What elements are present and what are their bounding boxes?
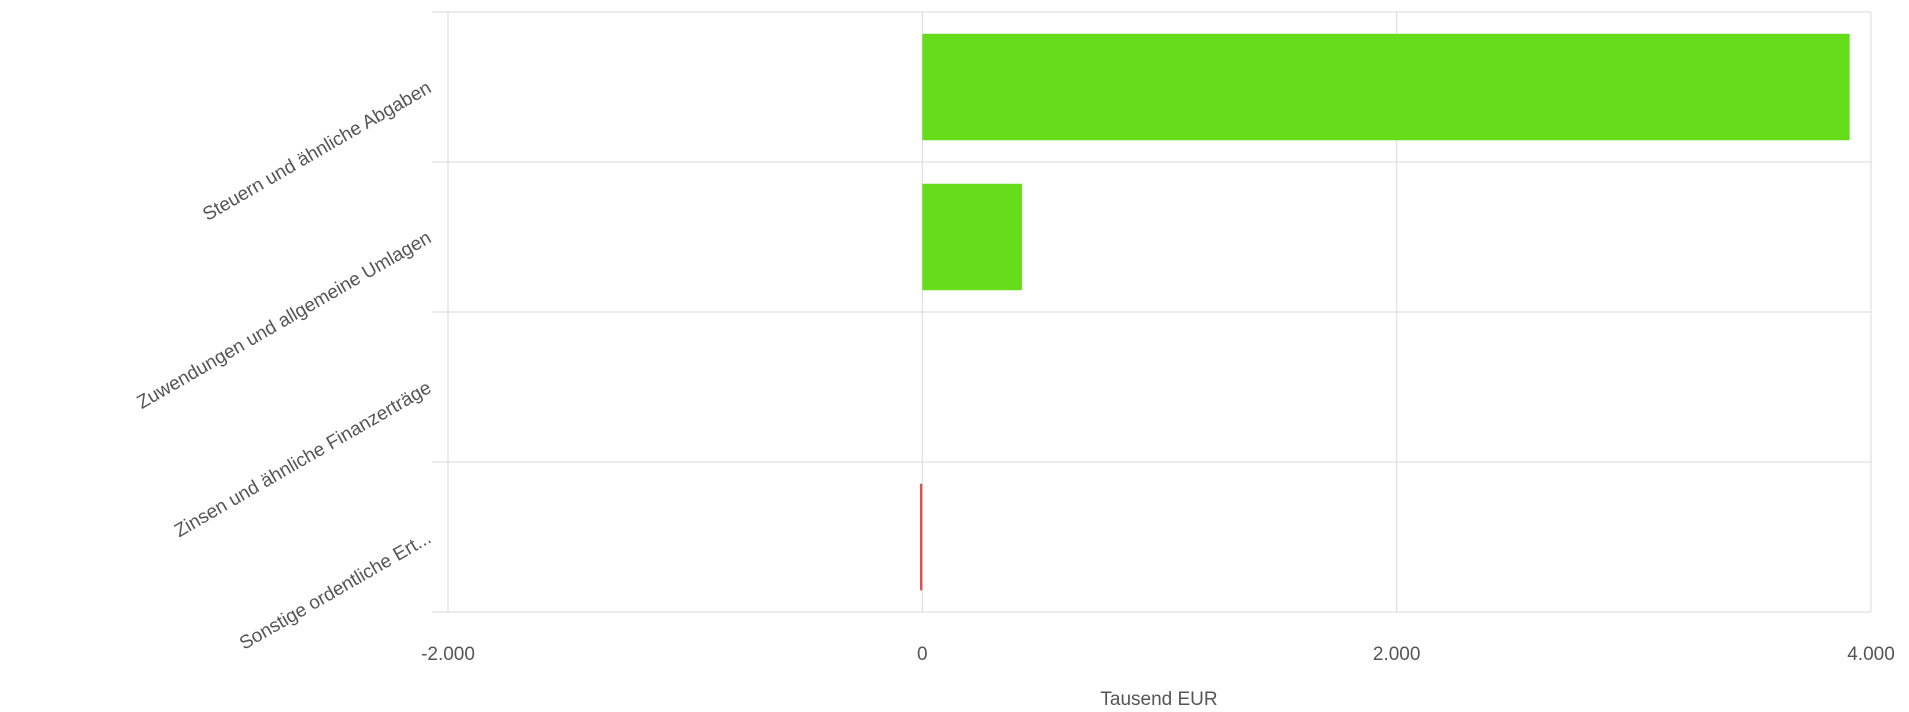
x-tick-label: 2.000 xyxy=(1373,644,1421,665)
x-tick-label: -2.000 xyxy=(421,644,475,665)
bar xyxy=(922,183,1022,291)
y-tick-label: Zuwendungen und allgemeine Umlagen xyxy=(134,227,435,413)
y-tick-label: Sonstige ordentliche Ert... xyxy=(236,527,435,654)
y-tick-label: Zinsen und ähnliche Finanzerträge xyxy=(171,377,435,541)
x-tick-label: 0 xyxy=(917,644,928,665)
bar xyxy=(922,33,1850,141)
bar xyxy=(919,483,923,591)
x-tick-label: 4.000 xyxy=(1847,644,1895,665)
x-axis-title: Tausend EUR xyxy=(1100,689,1217,710)
y-tick-label: Steuern und ähnliche Abgaben xyxy=(199,77,435,225)
